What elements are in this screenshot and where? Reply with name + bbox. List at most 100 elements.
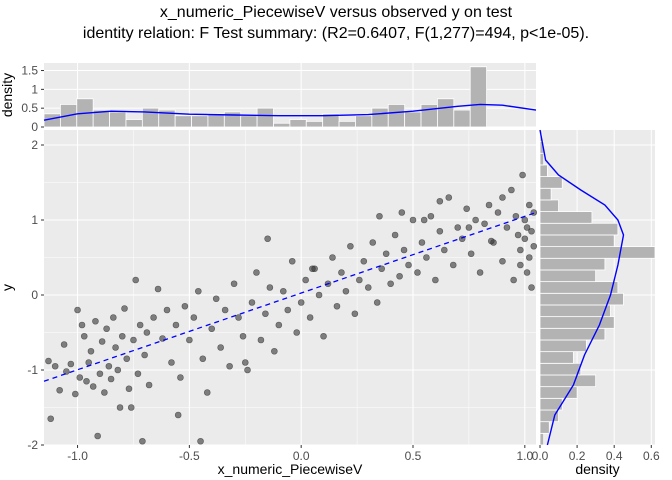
fit-line bbox=[43, 211, 537, 382]
scatter-point bbox=[60, 341, 68, 348]
top-density-curve bbox=[43, 103, 537, 121]
x-tick-label: 0.5 bbox=[405, 449, 422, 463]
scatter-point bbox=[427, 212, 435, 220]
top-histogram-bar bbox=[207, 113, 225, 128]
scatter-point bbox=[262, 310, 269, 318]
right-histogram-bar bbox=[539, 304, 611, 318]
scatter-point bbox=[508, 186, 515, 194]
scatter-point bbox=[197, 437, 204, 445]
scatter-point bbox=[174, 411, 182, 419]
scatter-point bbox=[463, 205, 470, 213]
top-histogram-bar bbox=[289, 119, 307, 128]
scatter-point bbox=[212, 295, 220, 303]
scatter-point bbox=[423, 254, 430, 261]
scatter-point bbox=[454, 224, 462, 231]
right-histogram-bar bbox=[539, 362, 582, 376]
scatter-point bbox=[177, 374, 184, 381]
scatter-point bbox=[445, 194, 453, 201]
scatter-point bbox=[181, 302, 189, 310]
scatter-point bbox=[203, 389, 211, 396]
scatter-panel bbox=[44, 130, 536, 445]
scatter-point bbox=[364, 284, 372, 291]
scatter-point bbox=[420, 216, 428, 224]
scatter-point bbox=[405, 261, 412, 269]
scatter-point bbox=[190, 314, 198, 321]
right-histogram-bar bbox=[539, 421, 550, 434]
scatter-point bbox=[360, 257, 368, 265]
scatter-point bbox=[320, 332, 327, 340]
scatter-point bbox=[92, 317, 99, 325]
scatter-point bbox=[163, 306, 171, 314]
scatter-point bbox=[275, 321, 283, 329]
scatter-point bbox=[487, 237, 495, 245]
scatter-point bbox=[514, 231, 522, 239]
top-histogram-bar bbox=[469, 66, 487, 128]
scatter-point bbox=[208, 325, 216, 333]
scatter-point bbox=[89, 383, 97, 390]
scatter-point bbox=[476, 269, 484, 276]
scatter-point bbox=[356, 276, 363, 284]
top-tick-label: 0.5 bbox=[21, 101, 38, 115]
scatter-point bbox=[141, 351, 148, 359]
right-histogram-bar bbox=[539, 222, 619, 236]
right-histogram-bar bbox=[539, 351, 574, 364]
top-histogram-bar bbox=[305, 120, 324, 128]
scatter-point bbox=[127, 404, 135, 411]
scatter-point bbox=[409, 216, 417, 224]
scatter-point bbox=[107, 375, 115, 383]
x-tick-label: 0.0 bbox=[293, 449, 310, 463]
right-density-curve bbox=[539, 129, 625, 446]
scatter-point bbox=[112, 344, 119, 351]
scatter-point bbox=[150, 314, 157, 321]
y-tick-label: 0 bbox=[31, 288, 38, 302]
scatter-point bbox=[168, 359, 175, 366]
scatter-point bbox=[195, 287, 202, 295]
scatter-point bbox=[143, 329, 151, 336]
scatter-point bbox=[521, 235, 529, 243]
scatter-point bbox=[132, 276, 139, 284]
scatter-point bbox=[235, 314, 242, 321]
scatter-point bbox=[376, 212, 383, 220]
scatter-point bbox=[159, 335, 166, 342]
scatter-point bbox=[186, 336, 193, 344]
scatter-point bbox=[239, 332, 247, 340]
scatter-point bbox=[145, 381, 153, 389]
scatter-point bbox=[297, 299, 305, 306]
scatter-point bbox=[63, 368, 70, 375]
scatter-point bbox=[114, 366, 122, 374]
top-histogram-bar bbox=[322, 113, 340, 128]
scatter-point bbox=[51, 362, 59, 370]
top-tick-label: 1 bbox=[31, 82, 38, 96]
top-histogram-bar bbox=[453, 109, 471, 128]
scatter-point bbox=[315, 291, 323, 299]
scatter-point bbox=[396, 272, 403, 280]
x-axis-label: x_numeric_PiecewiseV bbox=[218, 461, 363, 477]
right-histogram-bar bbox=[539, 246, 656, 259]
scatter-point bbox=[521, 216, 529, 224]
top-histogram-bar bbox=[273, 122, 291, 128]
scatter-point bbox=[123, 355, 131, 363]
right-density-axis-label: density bbox=[575, 461, 619, 477]
scatter-point bbox=[378, 265, 385, 273]
scatter-point bbox=[130, 336, 137, 344]
right-histogram-bar bbox=[539, 316, 615, 329]
top-histogram-bar bbox=[437, 98, 455, 128]
y-tick-label: -2 bbox=[27, 438, 38, 452]
scatter-point bbox=[528, 284, 535, 291]
right-histogram-bar bbox=[539, 187, 552, 201]
scatter-point bbox=[271, 347, 278, 355]
scatter-point bbox=[512, 212, 520, 220]
y-tick-label: 2 bbox=[31, 138, 38, 152]
top-histogram-bar bbox=[420, 104, 438, 128]
scatter-point bbox=[279, 287, 287, 295]
x-tick-label: -0.5 bbox=[179, 449, 200, 463]
right-histogram-bar bbox=[539, 176, 563, 189]
y-axis-label: y bbox=[0, 284, 15, 291]
right-tick-label: 0.6 bbox=[643, 449, 660, 463]
scatter-point bbox=[136, 321, 144, 329]
scatter-point bbox=[76, 374, 84, 381]
scatter-point bbox=[523, 269, 531, 276]
top-histogram-bar bbox=[191, 115, 209, 128]
right-tick-label: 0.2 bbox=[569, 449, 586, 463]
scatter-point bbox=[499, 257, 506, 265]
